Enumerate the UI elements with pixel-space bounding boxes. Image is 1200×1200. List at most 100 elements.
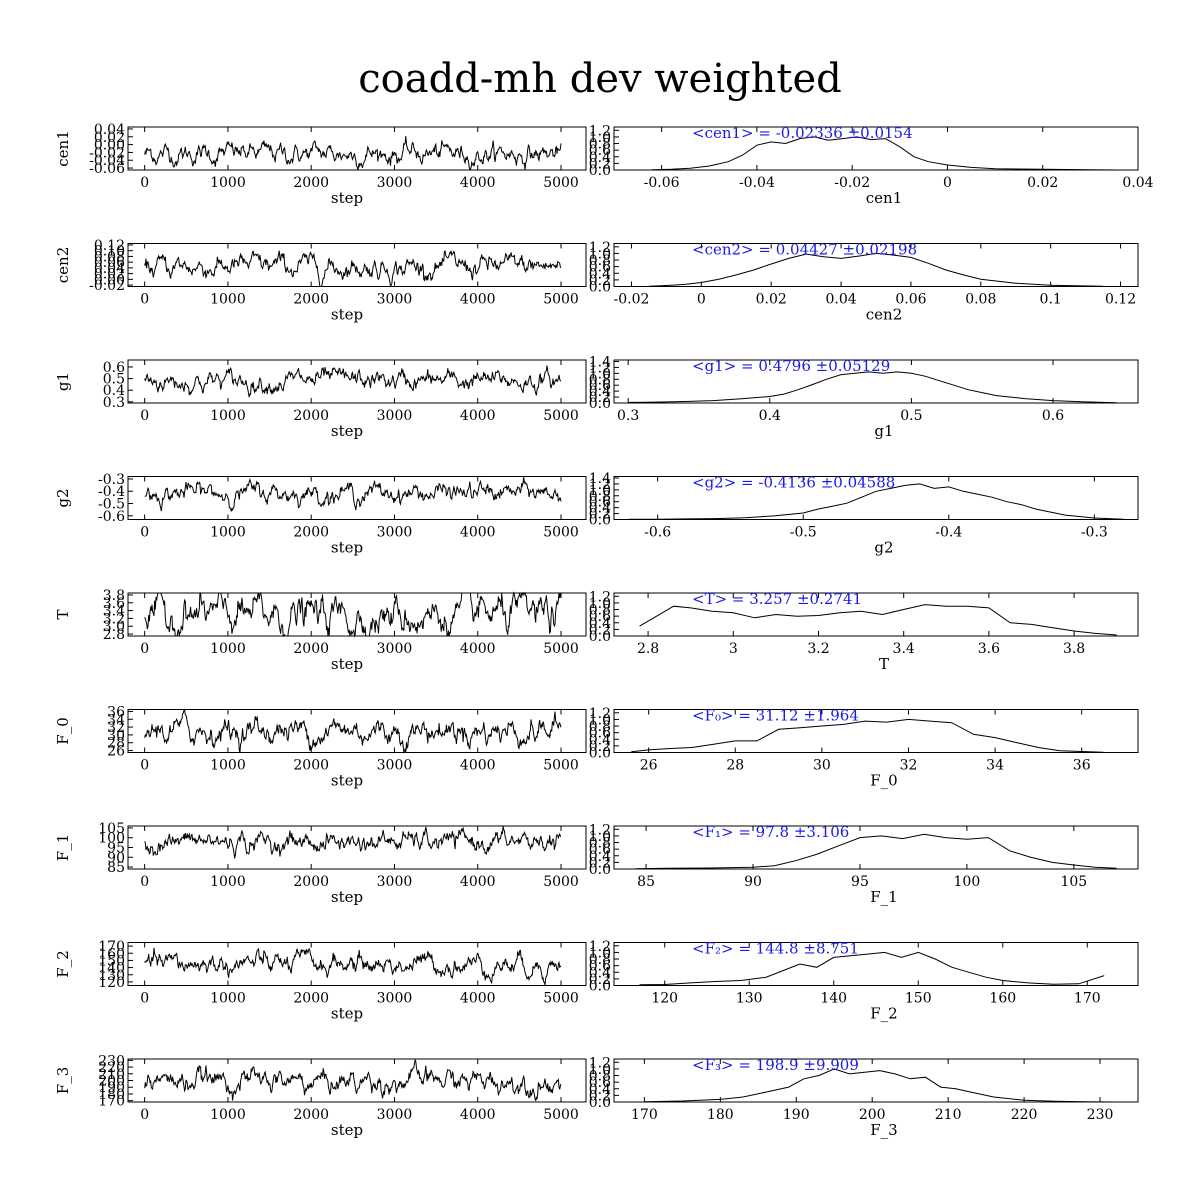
x-tick-label: 120 bbox=[651, 991, 678, 1007]
posterior-curve bbox=[628, 371, 1117, 404]
x-tick-label: 170 bbox=[1074, 991, 1101, 1007]
x-tick-label: -0.04 bbox=[739, 175, 775, 191]
y-tick-label: 0.0 bbox=[589, 396, 611, 412]
x-tick-label: 0 bbox=[140, 408, 149, 424]
x-tick-label: 26 bbox=[640, 758, 658, 774]
x-tick-label: 4000 bbox=[460, 641, 496, 657]
y-tick-label: 0.4 bbox=[103, 383, 125, 399]
posterior-summary-label: <F₂> = 144.8 ±8.751 bbox=[692, 940, 859, 958]
y-tick-label: 0.2 bbox=[589, 273, 611, 289]
x-tick-label: 2000 bbox=[293, 408, 329, 424]
x-tick-label: 30 bbox=[813, 758, 831, 774]
y-tick-label: 1.4 bbox=[589, 354, 611, 370]
hist-panel-g1: 0.3 0.4 0.5 0.61.41.21.00.80.60.40.20.0g1<g… bbox=[589, 354, 1139, 440]
x-tick-label: 3000 bbox=[377, 525, 413, 541]
y-tick-label: -0.02 bbox=[89, 278, 125, 294]
y-tick-label: 1.0 bbox=[589, 1062, 611, 1078]
x-tick-label: -0.4 bbox=[935, 525, 962, 541]
posterior-summary-label: <T> = 3.257 ±0.2741 bbox=[692, 590, 862, 608]
x-tick-label: 0 bbox=[140, 1107, 149, 1123]
x-tick-label: 0 bbox=[943, 175, 952, 191]
y-axis-title: F_1 bbox=[54, 834, 72, 861]
x-tick-label: -0.02 bbox=[834, 175, 870, 191]
y-tick-label: 1.0 bbox=[589, 246, 611, 262]
x-tick-label: 5000 bbox=[543, 1107, 579, 1123]
y-tick-label: 0.0 bbox=[589, 862, 611, 878]
x-tick-label: 0.4 bbox=[759, 408, 781, 424]
x-axis-title: g2 bbox=[874, 539, 893, 557]
y-tick-label: 3.6 bbox=[103, 596, 125, 612]
x-tick-label: 4000 bbox=[460, 292, 496, 308]
x-tick-label: 0.1 bbox=[1040, 292, 1062, 308]
y-tick-label: 2.8 bbox=[103, 627, 125, 643]
x-tick-label: 100 bbox=[954, 874, 981, 890]
x-axis-title: step bbox=[331, 189, 363, 207]
y-tick-label: 0.2 bbox=[589, 156, 611, 172]
y-tick-label: -0.3 bbox=[98, 472, 125, 488]
hist-panel-F_2: 120 130 140 150 160 170 1.21.00.80.60.40.20.0 F… bbox=[589, 939, 1139, 1023]
y-tick-label: 105 bbox=[98, 821, 125, 837]
x-tick-label: 3000 bbox=[377, 991, 413, 1007]
hist-frame bbox=[613, 592, 1139, 637]
y-tick-label: 0.3 bbox=[103, 395, 125, 411]
x-axis-title: T bbox=[879, 655, 889, 673]
x-tick-label: 3000 bbox=[377, 1107, 413, 1123]
x-tick-label: 0 bbox=[140, 991, 149, 1007]
posterior-curve bbox=[639, 951, 1105, 986]
y-tick-label: 0.0 bbox=[589, 513, 611, 529]
y-tick-label: 0.00 bbox=[94, 272, 125, 288]
x-tick-label: 0 bbox=[697, 292, 706, 308]
x-tick-label: -0.5 bbox=[790, 525, 817, 541]
trace-frame bbox=[127, 709, 587, 753]
x-tick-label: 1000 bbox=[210, 874, 246, 890]
y-tick-label: 0.4 bbox=[589, 266, 611, 282]
x-tick-label: 0 bbox=[140, 874, 149, 890]
x-tick-label: 5000 bbox=[543, 408, 579, 424]
x-tick-label: 0 bbox=[140, 758, 149, 774]
trace-panel-g2: 0 1000 2000 3000 4000 5000 -0.3-0.4-0.5-0.6 ste… bbox=[54, 472, 587, 557]
y-tick-label: 3.4 bbox=[103, 604, 125, 620]
x-tick-label: 1000 bbox=[210, 991, 246, 1007]
y-tick-label: 0.2 bbox=[589, 507, 611, 523]
x-tick-label: 140 bbox=[820, 991, 847, 1007]
y-tick-label: 0.6 bbox=[589, 495, 611, 511]
y-tick-label: -0.02 bbox=[89, 145, 125, 161]
x-tick-label: 0.3 bbox=[617, 408, 639, 424]
x-axis-title: step bbox=[331, 422, 363, 440]
y-axis-title: cen1 bbox=[54, 130, 72, 166]
y-tick-label: 0.6 bbox=[589, 609, 611, 625]
y-tick-label: 0.8 bbox=[589, 836, 611, 852]
y-tick-label: 0.2 bbox=[589, 855, 611, 871]
x-tick-label: 0 bbox=[140, 525, 149, 541]
y-tick-label: 0.8 bbox=[589, 253, 611, 269]
posterior-summary-label: <cen1> = -0.02336 ±0.0154 bbox=[692, 124, 913, 142]
hist-panel-cen2: -0.02 0 0.02 0.04 0.06 0.08 0.1 0.121.21.00.80.… bbox=[589, 240, 1139, 324]
y-tick-label: -0.6 bbox=[98, 509, 125, 525]
trace-line bbox=[144, 708, 562, 754]
x-tick-label: 3000 bbox=[377, 641, 413, 657]
y-tick-label: 1.2 bbox=[589, 589, 611, 605]
y-tick-label: 0.04 bbox=[94, 261, 125, 277]
y-tick-label: 170 bbox=[98, 939, 125, 955]
posterior-curve bbox=[635, 833, 1117, 870]
x-tick-label: 150 bbox=[905, 991, 932, 1007]
x-tick-label: 0.08 bbox=[965, 292, 996, 308]
y-tick-label: 1.2 bbox=[589, 822, 611, 838]
posterior-summary-label: <F₀> = 31.12 ±1.964 bbox=[692, 707, 859, 725]
trace-frame bbox=[127, 243, 587, 287]
y-tick-label: 1.0 bbox=[589, 712, 611, 728]
y-tick-label: 0.2 bbox=[589, 739, 611, 755]
x-axis-title: cen1 bbox=[866, 189, 902, 207]
x-tick-label: 3.2 bbox=[807, 641, 829, 657]
x-axis-title: cen2 bbox=[866, 306, 902, 324]
y-tick-label: 0.2 bbox=[589, 1088, 611, 1104]
y-tick-label: 0.0 bbox=[589, 1095, 611, 1111]
x-tick-label: 3 bbox=[729, 641, 738, 657]
y-tick-label: 3.2 bbox=[103, 611, 125, 627]
y-tick-label: 0.4 bbox=[589, 616, 611, 632]
x-tick-label: 1000 bbox=[210, 1107, 246, 1123]
y-tick-label: 1.0 bbox=[589, 596, 611, 612]
y-tick-label: 140 bbox=[98, 961, 125, 977]
